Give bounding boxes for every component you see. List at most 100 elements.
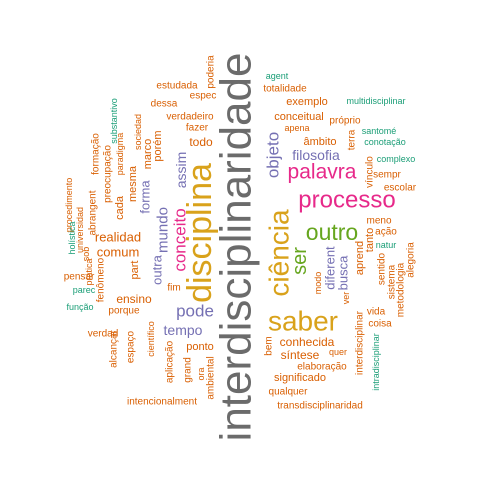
word-77: prática <box>84 258 94 285</box>
word-74: fim <box>167 283 180 294</box>
word-33: tanto <box>364 228 376 252</box>
word-50: escolar <box>384 183 417 194</box>
word-39: fazer <box>186 123 209 134</box>
word-60: quer <box>329 347 347 357</box>
word-57: coisa <box>368 319 392 330</box>
word-61: elaboração <box>297 362 347 373</box>
word-42: estudada <box>156 81 198 92</box>
word-15: outra <box>150 254 165 284</box>
word-70: espaço <box>126 330 137 363</box>
word-67: grand <box>183 357 194 383</box>
word-22: porém <box>152 130 164 161</box>
word-84: universidad <box>75 207 85 253</box>
word-71: alcançar <box>109 329 120 367</box>
word-46: apena <box>284 123 309 133</box>
word-90: parec <box>73 285 96 295</box>
word-37: mesma <box>127 165 139 202</box>
word-59: modo <box>313 272 323 295</box>
word-30: aprend <box>354 241 366 275</box>
word-47: próprio <box>329 116 361 127</box>
word-80: abrangent <box>88 190 99 235</box>
word-6: outro <box>306 219 358 245</box>
word-3: saber <box>268 306 338 337</box>
word-20: comum <box>97 245 140 260</box>
word-76: pensar <box>64 272 95 283</box>
word-55: metodologia <box>396 262 407 317</box>
word-16: forma <box>138 180 153 214</box>
word-35: part <box>129 261 141 280</box>
word-12: tempo <box>164 322 203 338</box>
word-34: ponto <box>186 341 214 353</box>
word-25: síntese <box>281 348 320 362</box>
word-81: formação <box>91 133 102 175</box>
word-65: ambiental <box>206 356 217 399</box>
word-18: busca <box>336 255 351 290</box>
word-8: conceito <box>171 208 190 271</box>
word-27: exemplo <box>286 96 328 108</box>
word-98: intradisciplinar <box>371 333 381 391</box>
word-92: agent <box>266 71 289 81</box>
word-29: conceitual <box>274 111 324 123</box>
word-85: paradigma <box>115 133 125 176</box>
word-11: mundo <box>155 207 172 253</box>
word-31: sentido <box>377 252 388 285</box>
word-72: verdad <box>88 329 119 340</box>
word-89: holística <box>67 221 77 254</box>
word-82: preocupação <box>103 145 114 203</box>
word-53: alegoria <box>406 242 417 278</box>
word-5: palavra <box>288 161 357 184</box>
word-83: procedimento <box>64 178 74 233</box>
word-26: significado <box>274 372 326 384</box>
word-43: espec <box>190 91 217 102</box>
word-0: interdisciplinaridade <box>212 53 261 442</box>
word-36: cada <box>114 195 126 220</box>
word-69: científico <box>146 321 156 357</box>
word-21: ensino <box>116 292 152 306</box>
word-62: qualquer <box>269 387 309 398</box>
word-10: pode <box>176 302 214 321</box>
word-24: conhecida <box>280 335 335 349</box>
word-86: sociedad <box>133 114 143 150</box>
word-32: vínculo <box>365 156 376 188</box>
word-58: ver <box>341 292 351 305</box>
word-9: objeto <box>264 132 283 178</box>
word-79: sob <box>81 247 91 262</box>
word-91: função <box>66 302 93 312</box>
word-94: santomé <box>362 126 397 136</box>
word-63: transdisciplinaridad <box>277 401 363 412</box>
word-2: ciência <box>264 209 295 297</box>
word-44: poderia <box>206 55 217 89</box>
word-14: assim <box>173 152 189 189</box>
word-23: todo <box>189 135 213 149</box>
word-97: natur <box>376 240 397 250</box>
word-51: meno <box>366 216 391 227</box>
word-41: dessa <box>151 99 178 110</box>
word-96: complexo <box>377 154 416 164</box>
word-49: sempr <box>373 170 401 181</box>
word-93: multidisciplinar <box>346 96 405 106</box>
word-78: fenômeno <box>96 257 107 302</box>
word-40: verdadeiro <box>166 112 214 123</box>
word-13: filosofia <box>292 147 340 163</box>
word-48: terra <box>347 129 358 150</box>
word-7: ser <box>289 247 311 275</box>
word-45: totalidade <box>263 84 307 95</box>
word-73: porque <box>108 306 140 317</box>
word-52: ação <box>375 227 397 238</box>
word-4: processo <box>298 187 395 214</box>
word-56: vida <box>367 307 386 318</box>
word-75: bem <box>264 336 275 355</box>
word-1: disciplina <box>181 163 219 303</box>
word-68: aplicação <box>165 340 176 383</box>
word-87: interdisciplinar <box>355 310 366 375</box>
word-38: marco <box>142 139 154 170</box>
word-54: sistema <box>387 264 398 299</box>
word-17: diferent <box>323 246 338 290</box>
word-28: âmbito <box>303 136 336 148</box>
word-66: ora <box>196 367 206 380</box>
word-95: conotação <box>364 137 406 147</box>
word-88: substantivo <box>109 98 119 144</box>
word-19: realidad <box>95 230 141 245</box>
word-64: intencionalment <box>127 397 197 408</box>
